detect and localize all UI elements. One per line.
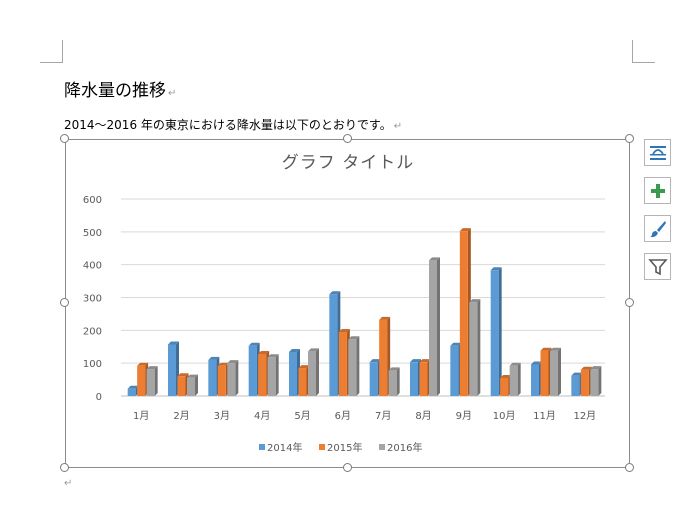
chart-styles-button[interactable] <box>644 215 671 242</box>
chart-elements-button[interactable] <box>644 177 671 204</box>
bar[interactable] <box>500 374 512 396</box>
bar[interactable] <box>509 362 521 396</box>
x-tick-label: 2月 <box>173 410 189 422</box>
legend-label: 2015年 <box>327 441 362 454</box>
crop-mark-top-left <box>40 40 63 63</box>
bar[interactable] <box>146 366 158 396</box>
legend-label: 2016年 <box>387 441 422 454</box>
bar[interactable] <box>369 359 381 396</box>
bar[interactable] <box>388 367 400 396</box>
bar[interactable] <box>248 342 260 396</box>
resize-handle-right[interactable] <box>625 298 634 307</box>
x-tick-label: 5月 <box>294 410 310 422</box>
y-tick-label: 300 <box>83 294 102 305</box>
bar[interactable] <box>308 348 319 396</box>
bar[interactable] <box>338 328 350 396</box>
x-tick-label: 12月 <box>573 410 596 422</box>
resize-handle-bottom[interactable] <box>343 463 352 472</box>
paintbrush-icon <box>649 220 666 237</box>
bar[interactable] <box>459 228 471 396</box>
bar[interactable] <box>127 385 139 396</box>
gridlines <box>121 198 605 397</box>
bar[interactable] <box>187 374 198 396</box>
resize-handle-top[interactable] <box>343 134 352 143</box>
bar[interactable] <box>267 354 279 396</box>
bar[interactable] <box>590 366 602 396</box>
x-tick-label: 3月 <box>214 410 230 422</box>
chart-filters-button[interactable] <box>644 253 671 280</box>
resize-handle-left[interactable] <box>60 298 69 307</box>
bar[interactable] <box>580 366 592 396</box>
x-tick-label: 6月 <box>335 410 351 422</box>
bar[interactable] <box>137 362 149 396</box>
paragraph-mark: ↵ <box>168 88 177 99</box>
y-tick-label: 400 <box>83 261 102 272</box>
bar[interactable] <box>177 373 189 396</box>
bar[interactable] <box>419 359 431 396</box>
x-tick-label: 9月 <box>456 410 472 422</box>
end-paragraph-mark: ↵ <box>64 478 73 489</box>
bar[interactable] <box>217 362 229 396</box>
paragraph-mark: ↵ <box>393 121 403 132</box>
bar[interactable] <box>450 342 462 396</box>
document-heading[interactable]: 降水量の推移 ↵ <box>64 81 177 101</box>
bar[interactable] <box>227 360 239 396</box>
bar-series[interactable] <box>127 228 602 396</box>
legend-swatch <box>379 444 385 450</box>
resize-handle-bottom-left[interactable] <box>60 463 69 472</box>
resize-handle-bottom-right[interactable] <box>625 463 634 472</box>
y-tick-label: 200 <box>83 326 102 337</box>
y-tick-label: 100 <box>83 359 102 370</box>
bar[interactable] <box>329 291 341 396</box>
bar[interactable] <box>571 372 583 396</box>
bar[interactable] <box>348 336 360 396</box>
legend[interactable]: 2014年 2015年 2016年 <box>259 441 422 454</box>
x-tick-label: 11月 <box>533 410 556 422</box>
y-axis-labels: 0 100 200 300 400 500 600 <box>83 195 102 403</box>
x-axis-labels: 1月 2月 3月 4月 5月 6月 7月 8月 9月 10月 11月 12月 <box>133 410 596 422</box>
y-tick-label: 500 <box>83 228 102 239</box>
resize-handle-top-left[interactable] <box>60 134 69 143</box>
bar[interactable] <box>258 350 270 396</box>
bar[interactable] <box>410 359 421 396</box>
legend-swatch <box>259 444 265 450</box>
legend-label: 2014年 <box>267 441 302 454</box>
layout-options-icon <box>649 145 666 160</box>
bar[interactable] <box>540 347 552 396</box>
y-tick-label: 0 <box>96 392 102 403</box>
bar[interactable] <box>208 356 220 396</box>
bar[interactable] <box>289 349 300 396</box>
bar[interactable] <box>429 257 440 396</box>
chart-title[interactable]: グラフ タイトル <box>282 153 414 173</box>
bar[interactable] <box>550 347 561 396</box>
plus-icon <box>650 183 665 198</box>
bar[interactable] <box>298 365 310 396</box>
x-tick-label: 10月 <box>493 410 516 422</box>
x-tick-label: 4月 <box>254 410 270 422</box>
legend-swatch <box>319 444 325 450</box>
bar[interactable] <box>168 341 179 396</box>
bar[interactable] <box>531 361 542 396</box>
y-tick-label: 600 <box>83 195 102 206</box>
x-tick-label: 7月 <box>375 410 391 422</box>
bar[interactable] <box>379 316 391 396</box>
x-tick-label: 8月 <box>415 410 431 422</box>
bar[interactable] <box>469 299 481 396</box>
layout-options-button[interactable] <box>644 139 671 166</box>
chart-area[interactable]: グラフ タイトル 0 100 200 300 400 500 600 1月 2月 3月 4月 5月 6… <box>65 139 630 468</box>
funnel-icon <box>647 258 668 275</box>
bar[interactable] <box>490 267 502 396</box>
x-tick-label: 1月 <box>133 410 149 422</box>
document-body-line[interactable]: 2014～2016 年の東京における降水量は以下のとおりです。 ↵ <box>64 118 403 132</box>
crop-mark-top-right <box>632 40 655 63</box>
resize-handle-top-right[interactable] <box>625 134 634 143</box>
